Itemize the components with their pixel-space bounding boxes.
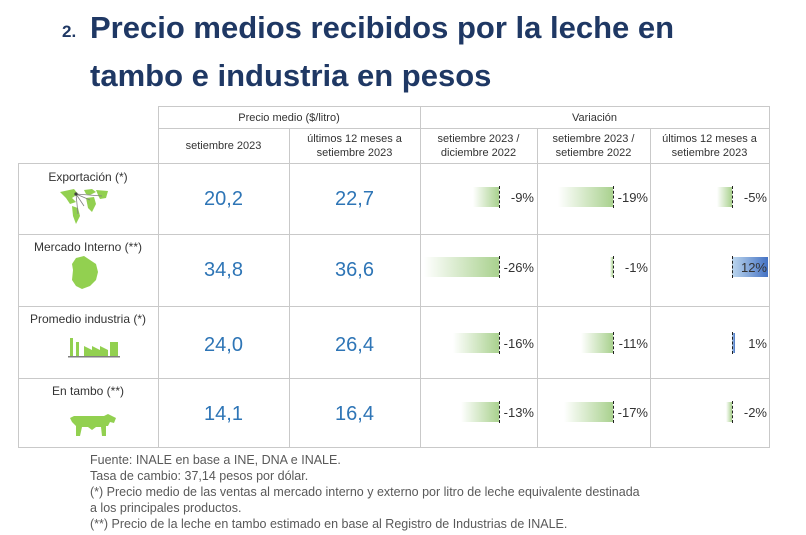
variation-label: -19% xyxy=(617,190,648,205)
grid-line xyxy=(18,163,770,164)
zero-axis xyxy=(499,401,500,423)
grid-line xyxy=(18,163,19,447)
header-col-var-dic: setiembre 2023 / diciembre 2022 xyxy=(420,132,537,160)
row-label-mercado-interno: Mercado Interno (**) xyxy=(33,240,143,254)
grid-line xyxy=(18,378,770,379)
variation-label: -17% xyxy=(617,405,648,420)
header-col-12m: últimos 12 meses a setiembre 2023 xyxy=(289,132,420,160)
header-col-var-sep: setiembre 2023 / setiembre 2022 xyxy=(537,132,650,160)
zero-axis xyxy=(732,401,733,423)
zero-axis xyxy=(499,256,500,278)
price-12m-mercado-interno: 36,6 xyxy=(335,259,374,281)
footnote-1: (*) Precio medio de las ventas al mercad… xyxy=(90,485,640,499)
grid-line xyxy=(158,106,770,107)
variation-label: -13% xyxy=(503,405,534,420)
grid-line xyxy=(18,234,770,235)
header-text: diciembre 2022 xyxy=(440,147,517,159)
grid-line xyxy=(18,447,770,448)
grid-line xyxy=(18,306,770,307)
variation-bar xyxy=(472,187,499,207)
zero-axis xyxy=(499,332,500,354)
header-text: setiembre 2023 xyxy=(316,147,393,159)
grid-line xyxy=(420,106,421,447)
world-map-icon xyxy=(60,189,108,224)
factory-icon xyxy=(68,338,120,358)
header-col-var-12m: últimos 12 meses a setiembre 2023 xyxy=(650,132,769,160)
section-number: 2. xyxy=(62,22,77,41)
grid-line xyxy=(537,128,538,447)
zero-axis xyxy=(732,332,733,354)
zero-axis xyxy=(732,186,733,208)
zero-axis xyxy=(499,186,500,208)
row-label-en-tambo: En tambo (**) xyxy=(51,384,125,398)
variation-bar xyxy=(610,257,613,277)
grid-line xyxy=(158,128,770,129)
title-line-1: Precio medios recibidos por la leche en xyxy=(90,10,675,45)
grid-line xyxy=(289,128,290,447)
source-note: Fuente: INALE en base a INE, DNA e INALE… xyxy=(90,453,341,467)
variation-bar xyxy=(726,402,732,422)
variation-bar xyxy=(732,257,768,277)
row-label-promedio-industria: Promedio industria (*) xyxy=(29,312,147,326)
variation-label: 1% xyxy=(748,336,767,351)
header-col-sep2023: setiembre 2023 xyxy=(185,140,262,152)
price-12m-promedio-industria: 26,4 xyxy=(335,334,374,356)
grid-line xyxy=(650,128,651,447)
exchange-rate-note: Tasa de cambio: 37,14 pesos por dólar. xyxy=(90,469,309,483)
variation-bar xyxy=(461,402,499,422)
header-text: últimos 12 meses a xyxy=(662,133,757,145)
zero-axis xyxy=(613,401,614,423)
variation-label: 12% xyxy=(740,260,767,275)
grid-line xyxy=(769,106,770,447)
variation-bar xyxy=(452,333,499,353)
row-label-exportacion: Exportación (*) xyxy=(48,170,128,184)
uruguay-map-icon xyxy=(72,256,98,289)
header-text: setiembre 2023 / xyxy=(552,133,635,145)
header-text: setiembre 2022 xyxy=(555,147,632,159)
variation-label: -9% xyxy=(510,190,534,205)
zero-axis xyxy=(613,186,614,208)
grid-line xyxy=(158,106,159,447)
variation-label: -5% xyxy=(743,190,767,205)
zero-axis xyxy=(613,256,614,278)
variation-label: -16% xyxy=(503,336,534,351)
variation-label: -26% xyxy=(503,260,534,275)
header-text: setiembre 2023 / xyxy=(437,133,520,145)
variation-bar xyxy=(717,187,732,207)
footnote-2: (**) Precio de la leche en tambo estimad… xyxy=(90,517,568,531)
footnote-1-continued: a los principales productos. xyxy=(90,501,242,515)
price-sep-exportacion: 20,2 xyxy=(204,188,243,210)
header-price-group: Precio medio ($/litro) xyxy=(238,112,340,124)
footnotes: Fuente: INALE en base a INE, DNA e INALE… xyxy=(90,452,640,532)
zero-axis xyxy=(613,332,614,354)
price-sep-mercado-interno: 34,8 xyxy=(204,259,243,281)
cow-icon xyxy=(70,414,116,436)
variation-bar xyxy=(423,257,499,277)
zero-axis xyxy=(732,256,733,278)
variation-label: -1% xyxy=(624,260,648,275)
variation-bar xyxy=(732,333,735,353)
title-line-2: tambo e industria en pesos xyxy=(90,58,492,93)
variation-label: -2% xyxy=(743,405,767,420)
header-text: setiembre 2023 xyxy=(671,147,748,159)
price-12m-exportacion: 22,7 xyxy=(335,188,374,210)
header-text: últimos 12 meses a xyxy=(307,133,402,145)
price-sep-promedio-industria: 24,0 xyxy=(204,334,243,356)
variation-label: -11% xyxy=(618,336,648,351)
variation-bar xyxy=(563,402,613,422)
variation-bar xyxy=(557,187,613,207)
price-sep-en-tambo: 14,1 xyxy=(204,403,243,425)
header-variation-group: Variación xyxy=(571,112,618,124)
price-12m-en-tambo: 16,4 xyxy=(335,403,374,425)
variation-bar xyxy=(581,333,613,353)
